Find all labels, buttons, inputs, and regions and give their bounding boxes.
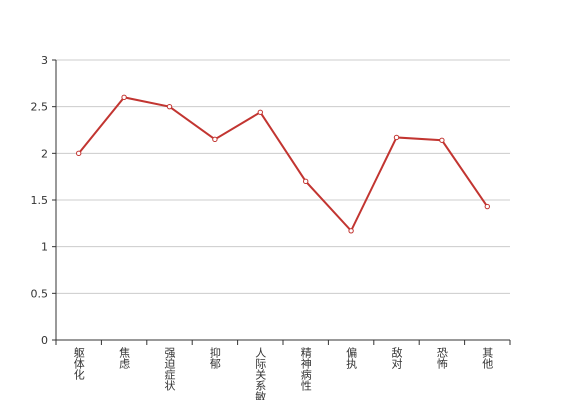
y-tick-label: 1 xyxy=(41,241,48,254)
x-tick-label: 躯体化 xyxy=(72,347,85,381)
x-tick-label: 焦虑 xyxy=(118,347,131,369)
x-tick-label: 恐怖 xyxy=(435,347,448,369)
x-tick-label: 强迫症状 xyxy=(163,347,176,391)
point xyxy=(212,136,218,143)
point xyxy=(257,109,263,115)
x-tick-label: 抑郁 xyxy=(208,346,221,369)
point xyxy=(76,150,82,157)
x-tick-label: 精神病性 xyxy=(299,347,312,392)
y-tick-label: 0.5 xyxy=(31,287,49,300)
y-tick-label: 1.5 xyxy=(31,194,49,207)
point xyxy=(166,103,173,110)
y-tick-label: 2 xyxy=(41,147,48,160)
x-tick-label: 其他 xyxy=(481,347,494,369)
point xyxy=(393,134,400,141)
y-tick-label: 2.5 xyxy=(31,101,49,114)
point xyxy=(484,203,490,210)
line xyxy=(77,96,489,233)
x-tick-label: 偏执 xyxy=(345,346,358,370)
y-tick-label: 0 xyxy=(41,334,48,347)
point xyxy=(121,94,127,101)
point xyxy=(348,228,354,234)
point xyxy=(439,137,445,143)
x-tick-label: 敌对 xyxy=(390,346,403,369)
y-tick-label: 3 xyxy=(41,54,48,67)
point xyxy=(303,178,309,185)
x-tick-label: 人际关系敏感 xyxy=(254,347,267,400)
